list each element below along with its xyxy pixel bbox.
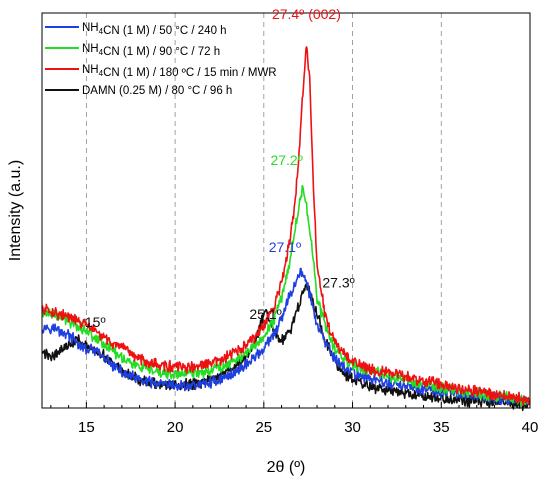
plot-frame [41, 12, 531, 409]
peak-label-2: 27.2º [270, 152, 302, 168]
peak-label-3: 27.1º [269, 239, 301, 255]
series-lines [41, 46, 531, 412]
x-tick-label-35: 35 [433, 419, 450, 436]
legend-label-3: NH4CN (1 M) / 180 ºC / 15 min / MWR [82, 64, 277, 79]
series-line-3 [41, 46, 531, 406]
legend-label-1: NH4CN (1 M) / 50 °C / 240 h [82, 22, 227, 37]
x-tick-label-20: 20 [167, 419, 184, 436]
legend: NH4CN (1 M) / 50 °C / 240 h NH4CN (1 M) /… [45, 22, 277, 97]
x-tick-label-15: 15 [78, 419, 95, 436]
x-tick-label-40: 40 [522, 419, 539, 436]
peak-annotations: 27.4º (002) 27.2º 27.1º 27.3º 25.1º 15º [85, 6, 355, 330]
peak-label-4: 27.3º [322, 275, 354, 291]
x-tick-label-30: 30 [344, 419, 361, 436]
legend-label-4: DAMN (0.25 M) / 80 °C / 96 h [82, 85, 232, 97]
axis-ticks: 15 20 25 30 35 40 [50, 402, 539, 436]
x-axis-label: 2θ (º) [267, 459, 306, 476]
series-line-4 [41, 282, 531, 412]
peak-label-6: 15º [85, 314, 106, 330]
grid-lines [85, 13, 442, 408]
legend-label-2: NH4CN (1 M) / 90 °C / 72 h [82, 43, 220, 58]
peak-label-5: 25.1º [249, 306, 281, 322]
x-tick-label-25: 25 [255, 419, 272, 436]
peak-label-1: 27.4º (002) [272, 6, 341, 22]
y-axis-label: Intensity (a.u.) [7, 160, 24, 261]
series-line-2 [41, 184, 531, 407]
